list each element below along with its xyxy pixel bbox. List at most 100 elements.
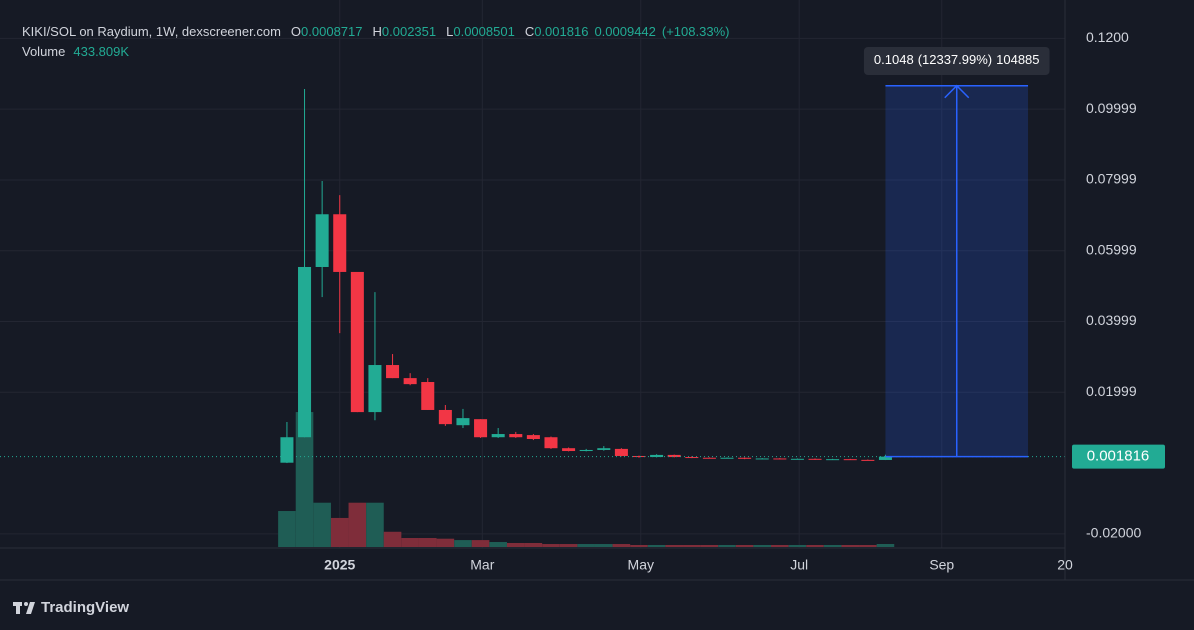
candle-body bbox=[878, 456, 892, 460]
candle-body bbox=[632, 455, 646, 458]
candle-body bbox=[685, 457, 699, 459]
price-label: 0.001816 bbox=[1087, 448, 1150, 465]
candle-body bbox=[386, 365, 400, 379]
candle-body bbox=[720, 457, 734, 459]
brand-logo: TradingView bbox=[13, 599, 129, 616]
candle-body bbox=[826, 459, 840, 461]
volume-bar bbox=[806, 544, 824, 547]
x-tick-label: May bbox=[628, 557, 654, 573]
measure-tooltip-box bbox=[863, 47, 1050, 75]
volume-bar bbox=[471, 540, 490, 547]
y-tick-label: 0.05999 bbox=[1086, 241, 1137, 257]
ohlc-value: 0.001816 bbox=[534, 24, 588, 39]
volume-bar bbox=[841, 544, 860, 547]
volume-bar bbox=[366, 502, 384, 547]
volume-bar bbox=[683, 544, 701, 547]
price-label-box bbox=[1072, 444, 1165, 469]
measure-value: (12337.99%) bbox=[918, 52, 992, 67]
ohlc-value: 0.002351 bbox=[382, 24, 436, 39]
candle-body bbox=[614, 448, 628, 456]
measure-tooltip: 0.1048 (12337.99%) 104885 bbox=[863, 47, 1050, 75]
y-tick-label: 0.01999 bbox=[1086, 383, 1137, 399]
x-tick-label: Sep bbox=[929, 557, 954, 573]
x-tick-label: Jul bbox=[790, 557, 808, 573]
candle-body bbox=[667, 454, 681, 458]
ohlc-value: 0.0008717 bbox=[301, 24, 362, 39]
x-tick-label: Mar bbox=[470, 557, 494, 573]
candle-body bbox=[544, 437, 558, 449]
logo-shape bbox=[26, 602, 35, 614]
candle-body bbox=[350, 271, 364, 413]
candle-body bbox=[474, 419, 488, 438]
ohlc-label: O bbox=[291, 24, 301, 39]
y-tick-label: 0.09999 bbox=[1086, 100, 1137, 116]
candle-body bbox=[579, 449, 593, 452]
volume-bar bbox=[876, 543, 895, 547]
volume-bar bbox=[454, 540, 472, 547]
y-tick-label: 0.07999 bbox=[1086, 171, 1137, 187]
candle-body bbox=[280, 437, 294, 463]
candle-body bbox=[738, 457, 752, 459]
volume-bar bbox=[594, 544, 613, 547]
volume-bar bbox=[524, 542, 543, 547]
symbol-title: KIKI/SOL on Raydium, 1W, dexscreener.com bbox=[22, 24, 281, 39]
y-tick-label: 0.03999 bbox=[1086, 312, 1137, 328]
volume-bar bbox=[542, 544, 560, 547]
volume-bar bbox=[559, 544, 578, 547]
volume-bar bbox=[401, 538, 419, 547]
volume-bar bbox=[330, 517, 349, 547]
brand-name: TradingView bbox=[41, 599, 129, 616]
volume-legend: Volume 433.809K bbox=[22, 44, 129, 59]
candle-body bbox=[456, 418, 470, 426]
volume-bar bbox=[735, 544, 754, 547]
change-value: 0.0009442 bbox=[594, 24, 655, 39]
measure-value: 104885 bbox=[996, 52, 1039, 67]
volume-bar bbox=[718, 544, 736, 547]
volume-bar bbox=[313, 502, 331, 547]
candle-body bbox=[702, 457, 716, 459]
volume-bar bbox=[436, 538, 455, 547]
measure-value: 0.1048 bbox=[874, 52, 914, 67]
candle-body bbox=[526, 435, 540, 439]
ohlc-label: C bbox=[525, 24, 534, 39]
candle-body bbox=[562, 448, 576, 452]
volume-bar bbox=[489, 542, 507, 547]
legend-line: KIKI/SOL on Raydium, 1W, dexscreener.com… bbox=[22, 24, 729, 39]
volume-bar bbox=[295, 412, 314, 547]
volume-bar bbox=[665, 544, 684, 547]
candle-body bbox=[597, 448, 611, 450]
candle-body bbox=[368, 365, 382, 413]
measure-arrow-head bbox=[944, 84, 970, 99]
volume-bar bbox=[612, 544, 631, 547]
volume-bar bbox=[700, 544, 719, 547]
volume-bar bbox=[630, 544, 648, 547]
measure-text: 0.1048 (12337.99%) 104885 bbox=[874, 52, 1040, 67]
candle-body bbox=[438, 409, 452, 425]
candle-body bbox=[509, 434, 523, 438]
y-tick-label: 0.1200 bbox=[1086, 29, 1129, 45]
change-percent: (+108.33%) bbox=[662, 24, 730, 39]
candle-body bbox=[773, 458, 787, 460]
ohlc-value: 0.0008501 bbox=[453, 24, 514, 39]
volume-bar bbox=[383, 531, 402, 547]
candle-body bbox=[298, 266, 312, 438]
ohlc-label: L bbox=[446, 24, 453, 39]
candle-body bbox=[491, 434, 505, 438]
y-tick-label: -0.02000 bbox=[1086, 525, 1141, 541]
candle-body bbox=[650, 454, 664, 458]
volume-bar bbox=[348, 502, 367, 547]
volume-bar bbox=[278, 511, 296, 547]
ohlc-label: H bbox=[373, 24, 382, 39]
candle-body bbox=[843, 459, 857, 461]
x-tick-label: 2025 bbox=[324, 557, 355, 573]
logo-shape bbox=[16, 602, 20, 614]
volume-value: 433.809K bbox=[73, 44, 129, 59]
volume-bar bbox=[823, 544, 842, 547]
candle-body bbox=[403, 378, 417, 385]
volume-bar bbox=[418, 538, 437, 547]
candle-body bbox=[315, 214, 329, 267]
x-tick-label: 20 bbox=[1057, 557, 1073, 573]
